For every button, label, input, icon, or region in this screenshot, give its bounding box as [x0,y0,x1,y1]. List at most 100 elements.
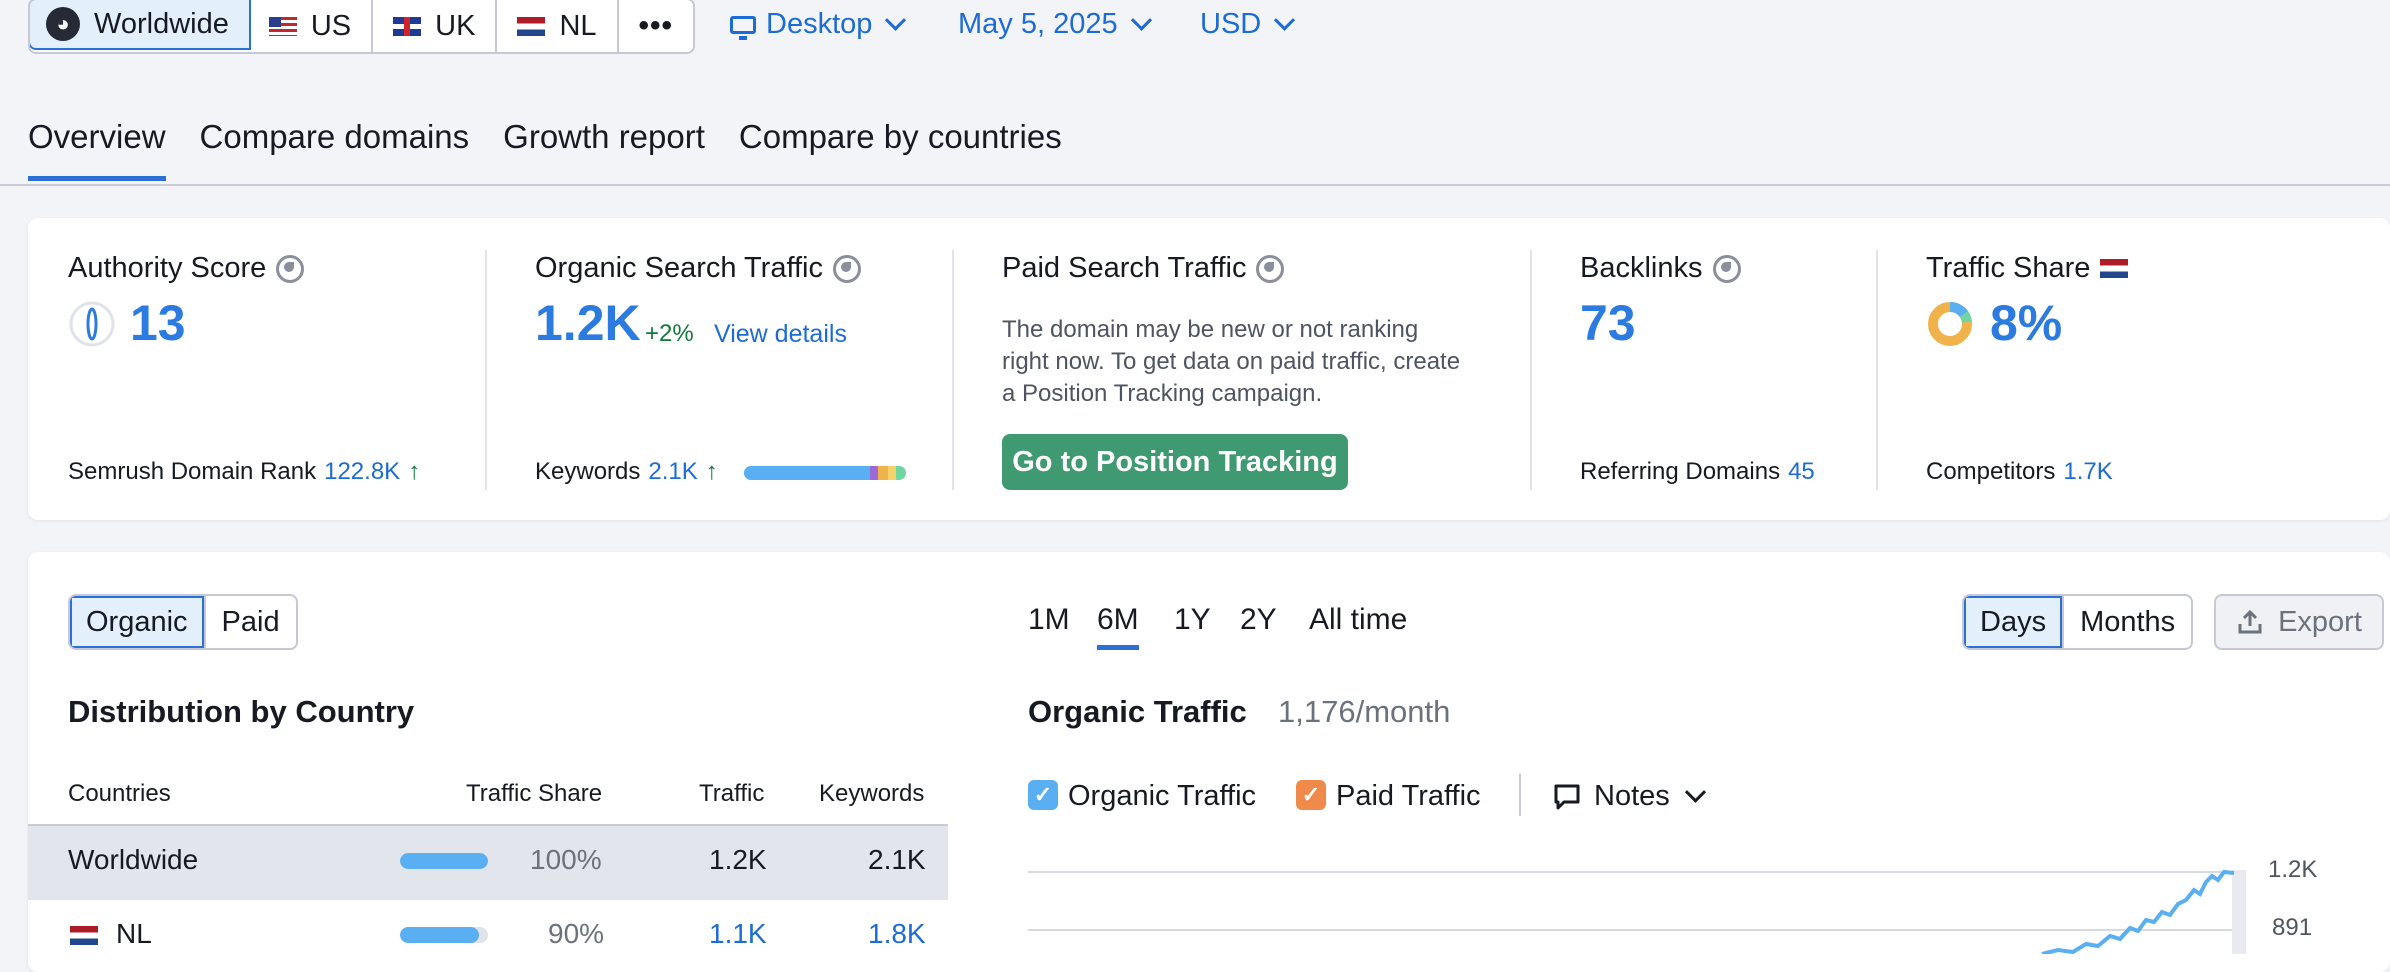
info-globe-icon[interactable] [832,254,861,283]
metric-divider [1876,250,1878,490]
backlinks-value: 73 [1580,295,1636,351]
upload-icon [2238,609,2262,634]
view-details-link[interactable]: View details [714,320,847,348]
organic-traffic-change: +2% [645,320,694,347]
tab-growth-report[interactable]: Growth report [503,118,705,155]
keywords-value[interactable]: 2.1K [648,458,698,485]
metric-divider [485,250,487,490]
currency-dropdown[interactable]: USD [1200,8,1296,41]
tabs-divider [0,184,2390,186]
paid-toggle-button[interactable]: Paid [221,605,280,638]
comment-icon [1554,784,1580,809]
info-globe-icon[interactable] [276,254,305,283]
competitors-label: Competitors [1926,458,2056,485]
device-dropdown[interactable]: Desktop [730,8,907,41]
metric-title: Traffic Share [1926,252,2091,284]
table-row[interactable] [28,824,948,900]
date-dropdown[interactable]: May 5, 2025 [958,8,1152,41]
paid-traffic-checkbox[interactable]: ✓ [1296,780,1326,810]
row-country: NL [116,918,152,949]
metric-divider [1530,250,1532,490]
share-bar [400,853,488,869]
region-label: NL [559,9,597,42]
y-tick-label: 891 [2272,914,2313,941]
uk-flag-icon [393,16,422,36]
organic-traffic-chart [1028,869,2246,954]
row-country: Worldwide [68,844,199,875]
months-button[interactable]: Months [2080,605,2176,638]
metric-divider [952,250,954,490]
days-button[interactable]: Days [1964,596,2065,648]
referring-domains-value[interactable]: 45 [1788,458,1815,485]
chart-scroll-handle[interactable] [2232,870,2246,954]
info-globe-icon[interactable] [1712,254,1741,283]
col-countries[interactable]: Countries [68,780,171,807]
paid-traffic-label: Paid Search Traffic [1002,252,1285,285]
nl-flag-icon [517,16,546,36]
row-share: 100% [530,844,602,875]
row-traffic[interactable]: 1.1K [709,918,767,949]
metric-title: Organic Search Traffic [535,252,823,284]
export-button[interactable]: Export [2214,594,2384,650]
metric-title: Backlinks [1580,252,1703,284]
notes-label: Notes [1594,780,1670,812]
region-label: UK [435,9,476,42]
distribution-title: Distribution by Country [68,694,415,729]
period-2y[interactable]: 2Y [1240,603,1277,636]
tab-compare-by-countries[interactable]: Compare by countries [738,118,1062,155]
organic-traffic-label: Organic Search Traffic [535,252,861,285]
info-globe-icon[interactable] [1256,254,1285,283]
legend-divider [1519,774,1521,816]
domain-rank-label: Semrush Domain Rank [68,458,317,485]
share-bar [400,927,488,943]
region-label: Worldwide [94,7,229,40]
organic-traffic-checkbox[interactable]: ✓ [1028,780,1058,810]
tab-compare-domains[interactable]: Compare domains [199,118,470,155]
region-worldwide-button[interactable]: ◕ Worldwide [30,0,251,50]
globe-icon: ◕ [46,7,80,41]
tab-overview[interactable]: Overview [28,118,166,181]
chart-title: Organic Traffic [1028,694,1247,729]
period-1m[interactable]: 1M [1028,603,1070,636]
keywords-distribution-bar [744,466,906,480]
keywords-row: Keywords 2.1K ↑ [535,458,718,486]
col-traffic-share[interactable]: Traffic Share [466,780,603,807]
metric-title: Paid Search Traffic [1002,252,1247,284]
nl-flag-icon [70,926,98,945]
region-us-button[interactable]: US [249,0,374,52]
domain-rank-row: Semrush Domain Rank 122.8K ↑ [68,458,420,486]
go-to-position-tracking-button[interactable]: Go to Position Tracking [1002,434,1348,490]
organic-traffic-legend: Organic Traffic [1068,780,1257,812]
authority-gauge-icon [69,301,115,347]
report-tabs: Overview Compare domains Growth report C… [28,118,1062,181]
traffic-share-value: 8% [1990,295,2063,351]
period-all-time[interactable]: All time [1309,603,1408,636]
organic-traffic-value: 1.2K [535,295,641,351]
table-row[interactable] [28,898,948,972]
chevron-down-icon [1130,9,1152,31]
col-keywords[interactable]: Keywords [819,780,925,807]
traffic-share-donut-icon [1928,302,1972,346]
row-keywords[interactable]: 1.8K [868,918,926,949]
chevron-down-icon [885,9,907,31]
backlinks-label: Backlinks [1580,252,1741,285]
us-flag-icon [268,16,297,36]
region-selector: ◕ Worldwide US UK NL ••• [28,0,696,54]
col-traffic[interactable]: Traffic [699,780,765,807]
granularity-toggle: Days Months [1962,594,2194,650]
region-nl-button[interactable]: NL [497,0,619,52]
organic-traffic-line [2041,869,2235,954]
share-bar-fill [400,853,488,869]
period-6m[interactable]: 6M [1097,603,1139,650]
competitors-value[interactable]: 1.7K [2063,458,2113,485]
period-1y[interactable]: 1Y [1174,603,1211,636]
organic-toggle-button[interactable]: Organic [70,596,206,648]
more-regions-button[interactable]: ••• [638,9,674,42]
authority-score-value: 13 [130,295,186,351]
organic-paid-toggle: Organic Paid [68,594,298,650]
notes-dropdown[interactable]: Notes [1552,780,1706,813]
domain-rank-value[interactable]: 122.8K [324,458,401,485]
region-label: US [310,9,352,42]
arrow-up-icon: ↑ [705,458,718,485]
region-uk-button[interactable]: UK [373,0,498,52]
